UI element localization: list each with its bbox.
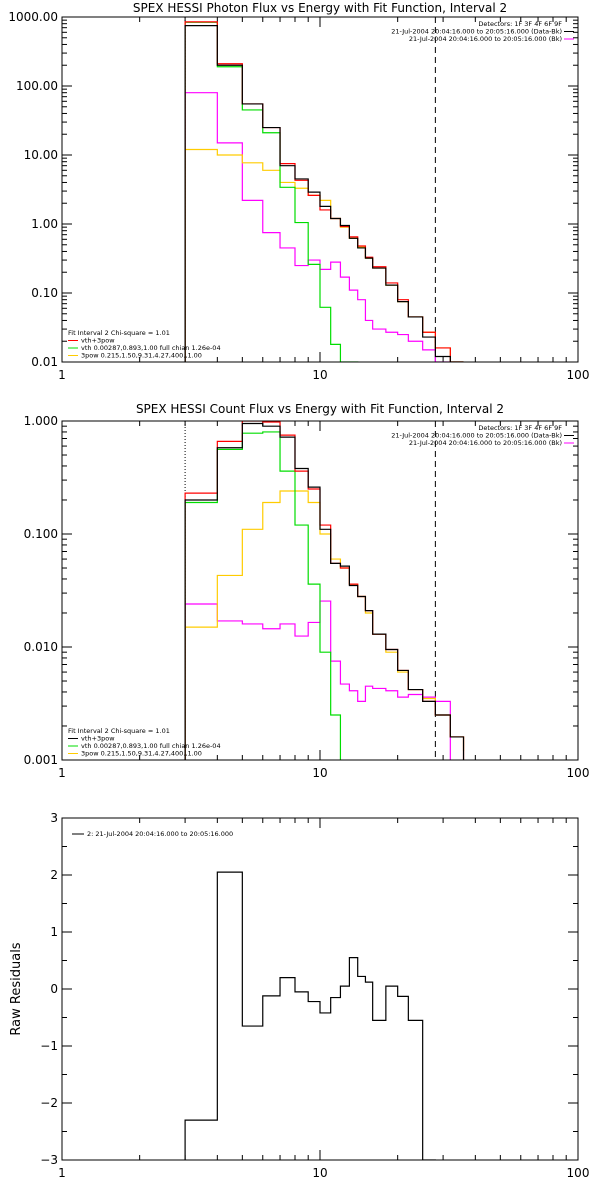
fit-text: Fit Interval 2 Chi-square = 1.01: [68, 727, 170, 735]
info-line: Detectors: 1F 3F 4F 6F 9F: [478, 424, 562, 432]
x-tick-label: 10: [312, 1166, 327, 1180]
y-tick-label: −2: [40, 1096, 58, 1110]
y-tick-label: −1: [40, 1039, 58, 1053]
legend-label: vth+3pow: [81, 735, 115, 743]
info-line: 21-Jul-2004 20:04:16.000 to 20:05:16.000…: [409, 439, 562, 447]
plot-frame: [61, 16, 579, 363]
y-tick-label: 3: [50, 811, 58, 825]
legend-label: vth 0.00287,0.893,1.00 full chian 1.26e-…: [81, 344, 221, 352]
chart-title: SPEX HESSI Count Flux vs Energy with Fit…: [136, 402, 504, 416]
y-tick-label: 0.010: [24, 640, 58, 654]
x-tick-label: 100: [567, 368, 590, 382]
y-tick-label: 0.10: [31, 286, 58, 300]
chart-count: SPEX HESSI Count Flux vs Energy with Fit…: [24, 402, 590, 780]
y-tick-label: 0.100: [24, 527, 58, 541]
info-line: 21-Jul-2004 20:04:16.000 to 20:05:16.000…: [391, 28, 562, 36]
legend-label: vth 0.00287,0.893,1.00 full chian 1.26e-…: [81, 742, 221, 750]
x-tick-label: 10: [312, 368, 327, 382]
y-tick-label: 0.001: [24, 753, 58, 767]
x-tick-label: 10: [312, 766, 327, 780]
y-tick-label: 1000.00: [8, 10, 58, 24]
chart-residuals: 1 10 100 −3 −2 −1 0 1 2 3 Raw Residuals 2: 21-Jul-2…: [9, 811, 589, 1180]
info-line: Detectors: 1F 3F 4F 6F 9F: [478, 20, 562, 28]
series-vth: [184, 21, 359, 362]
series-group: [184, 421, 465, 760]
series-bk: [184, 600, 451, 760]
series-3pow: [184, 490, 465, 760]
x-tick-label: 1: [58, 1166, 66, 1180]
x-tick-label: 100: [567, 1166, 590, 1180]
series-bk: [184, 92, 451, 362]
series-vth: [184, 431, 342, 760]
fit-text: Fit Interval 2 Chi-square = 1.01: [68, 329, 170, 337]
x-tick-label: 1: [58, 766, 66, 780]
legend-label: 3pow 0.215,1.50,9.31,4.27,400.,1.00: [81, 352, 202, 360]
y-tick-label: 0.01: [31, 355, 58, 369]
y-axis-label: Raw Residuals: [9, 942, 24, 1035]
series-group: [184, 871, 436, 1160]
series-vth-3pow: [184, 421, 465, 760]
x-tick-label: 1: [58, 368, 66, 382]
x-tick-label: 100: [567, 766, 590, 780]
series-vth-3pow: [184, 21, 464, 362]
y-tick-label: 100.00: [16, 79, 58, 93]
y-tick-label: 1.00: [31, 217, 58, 231]
y-tick-label: 1: [50, 925, 58, 939]
legend-label: 3pow 0.215,1.50,9.31,4.27,400.,1.00: [81, 750, 202, 758]
chart-title: SPEX HESSI Photon Flux vs Energy with Fi…: [133, 1, 507, 15]
y-tick-label: 2: [50, 868, 58, 882]
y-tick-label: 0: [50, 982, 58, 996]
info-line: 21-Jul-2004 20:04:16.000 to 20:05:16.000…: [391, 432, 562, 440]
series-3pow: [184, 148, 464, 362]
plot-frame: [61, 817, 579, 1161]
y-tick-label: 10.00: [24, 148, 58, 162]
series-data-bk: [184, 25, 464, 362]
legend-label: 2: 21-Jul-2004 20:04:16.000 to 20:05:16.…: [87, 830, 233, 838]
series-data-bk: [184, 422, 465, 760]
series-2-21-jul-2004-20-04-16-000-to-20-05-16-000: [184, 871, 436, 1160]
chart-photon: SPEX HESSI Photon Flux vs Energy with Fi…: [8, 1, 589, 382]
series-group: [184, 21, 464, 362]
y-tick-label: 1.000: [24, 414, 58, 428]
y-tick-label: −3: [40, 1153, 58, 1167]
info-line: 21-Jul-2004 20:04:16.000 to 20:05:16.000…: [409, 35, 562, 43]
legend-label: vth+3pow: [81, 337, 115, 345]
plot-frame: [61, 420, 579, 761]
